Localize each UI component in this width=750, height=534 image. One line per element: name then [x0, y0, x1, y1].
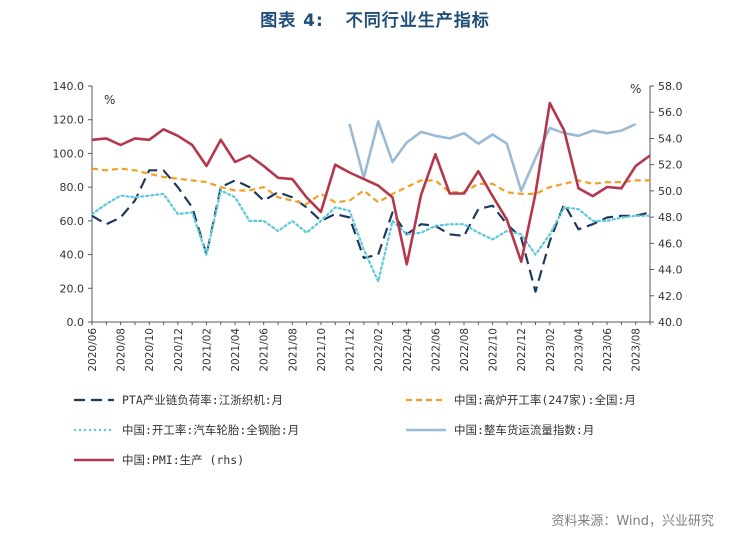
- x-tick-label: 2022/10: [488, 328, 500, 372]
- chart-series: [90, 101, 652, 293]
- source-note: 资料来源：Wind，兴业研究: [551, 514, 714, 529]
- x-tick-label: 2021/04: [230, 328, 242, 372]
- x-tick-label: 2020/10: [144, 328, 156, 372]
- y-left-tick-label: 140.0: [53, 80, 85, 93]
- y-right-tick-label: 54.0: [658, 132, 683, 145]
- series-line-5: [91, 101, 651, 266]
- series-line-3: [90, 189, 652, 283]
- y-right-tick-label: 48.0: [658, 211, 683, 224]
- x-tick-label: 2021/08: [287, 328, 299, 372]
- figure-title: 图表 4: 不同行业生产指标: [0, 6, 750, 31]
- y-right-unit: %: [630, 82, 641, 96]
- y-left-tick-label: 120.0: [53, 114, 85, 127]
- y-left-tick-label: 100.0: [53, 147, 85, 160]
- x-tick-label: 2022/06: [430, 328, 442, 372]
- x-tick-label: 2023/08: [631, 328, 643, 372]
- y-right-tick-label: 44.0: [658, 264, 683, 277]
- x-tick-label: 2020/06: [87, 328, 99, 372]
- x-tick-label: 2022/12: [516, 328, 528, 372]
- y-right-tick-label: 42.0: [658, 290, 683, 303]
- y-right-tick-label: 50.0: [658, 185, 683, 198]
- legend-label-4: 中国:整车货运流量指数:月: [454, 423, 594, 437]
- y-left-unit: %: [104, 93, 115, 107]
- legend-label-2: 中国:高炉开工率(247家):全国:月: [454, 393, 636, 407]
- y-left-tick-label: 80.0: [60, 181, 85, 194]
- y-right-tick-label: 40.0: [658, 316, 683, 329]
- x-tick-label: 2022/08: [459, 328, 471, 372]
- chart-legend: PTA产业链负荷率:江浙织机:月 中国:高炉开工率(247家):全国:月中国:开工…: [74, 393, 636, 467]
- figure-label: 图表 4:: [260, 11, 324, 31]
- x-tick-label: 2023/02: [545, 328, 557, 372]
- chart-axes: 0.0 20.0 40.0 60.0 80.0 100.0 120.0 140.0 40.0 42…: [53, 80, 683, 372]
- y-left-tick-label: 20.0: [60, 282, 85, 295]
- x-tick-label: 2023/06: [602, 328, 614, 372]
- x-tick-label: 2021/02: [201, 328, 213, 372]
- series-line-2: [91, 167, 650, 206]
- x-tick-label: 2020/08: [116, 328, 128, 372]
- x-tick-label: 2020/12: [173, 328, 185, 372]
- y-left-tick-label: 0.0: [67, 316, 85, 329]
- x-tick-label: 2022/04: [402, 328, 414, 372]
- x-tick-label: 2021/10: [316, 328, 328, 372]
- figure-title-text: 不同行业生产指标: [345, 11, 490, 31]
- x-tick-label: 2023/04: [573, 328, 585, 372]
- y-right-tick-label: 46.0: [658, 237, 683, 250]
- series-line-4: [348, 120, 637, 193]
- y-right-tick-label: 58.0: [658, 80, 683, 93]
- legend-label-1: PTA产业链负荷率:江浙织机:月: [122, 393, 283, 407]
- y-right-tick-label: 52.0: [658, 159, 683, 172]
- x-tick-label: 2021/12: [345, 328, 357, 372]
- y-left-tick-label: 40.0: [60, 249, 85, 262]
- legend-label-5: 中国:PMI:生产 (rhs): [122, 453, 244, 467]
- x-tick-label: 2022/02: [373, 328, 385, 372]
- y-left-tick-label: 60.0: [60, 215, 85, 228]
- series-line-1: [91, 169, 651, 293]
- y-right-tick-label: 56.0: [658, 106, 683, 119]
- legend-label-3: 中国:开工率:汽车轮胎:全钢胎:月: [122, 423, 299, 437]
- x-tick-label: 2021/06: [259, 328, 271, 372]
